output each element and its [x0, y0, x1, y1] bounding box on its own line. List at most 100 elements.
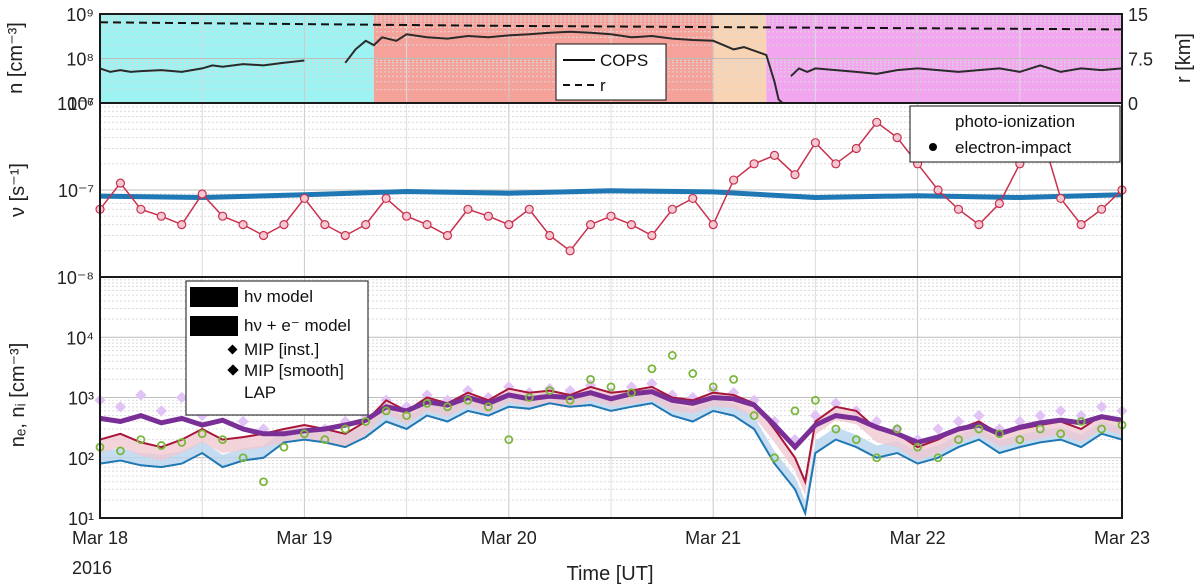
electron-impact-point	[177, 220, 187, 230]
electron-impact-point	[218, 211, 228, 221]
top-ytick-label: 10⁹	[66, 5, 94, 25]
x-tick-label: Mar 18	[72, 528, 128, 548]
top-ylabel-left: n [cm⁻³]	[5, 22, 27, 94]
lap-point	[831, 424, 841, 434]
lap-point	[443, 402, 452, 412]
middle-ytick-label: 10⁻⁸	[57, 268, 94, 288]
lap-point	[994, 429, 1004, 439]
electron-impact-point	[749, 159, 759, 169]
electron-impact-point	[729, 175, 739, 185]
x-tick-label: Mar 22	[890, 528, 946, 548]
mip-inst-point	[237, 415, 249, 428]
middle-ytick-label: 10⁻⁷	[58, 181, 94, 201]
mip-inst-point	[830, 397, 842, 409]
lap-point	[1035, 424, 1045, 434]
lap-point	[1097, 424, 1106, 434]
electron-impact-point	[585, 220, 596, 230]
top-ytick-right-label: 15	[1128, 5, 1148, 25]
x-tick-label: Mar 21	[685, 528, 741, 548]
lap-point	[954, 435, 963, 445]
lap-point	[729, 374, 739, 384]
electron-impact-point	[136, 204, 146, 214]
hv-model-line	[99, 402, 1123, 517]
electron-impact-point	[545, 230, 555, 241]
lap-point	[218, 435, 228, 445]
bottom-ylabel: nₑ, nᵢ [cm⁻³]	[7, 343, 29, 447]
electron-impact-point	[626, 220, 637, 230]
lap-point	[1015, 435, 1025, 445]
bottom-ytick-label: 10³	[68, 389, 94, 409]
lap-point	[872, 453, 882, 463]
lap-point	[504, 435, 514, 445]
top-ylabel-right: r [km]	[1173, 33, 1195, 83]
r-dashed-line	[99, 21, 1123, 31]
electron-impact-point	[442, 230, 453, 241]
lap-point	[524, 393, 534, 402]
bottom-ytick-label: 10¹	[68, 509, 94, 529]
lap-point	[1056, 429, 1066, 439]
middle-ytick-label: 10⁻⁶	[57, 94, 94, 114]
electron-impact-point	[606, 211, 616, 221]
electron-impact-point	[238, 220, 248, 230]
legend-r: r	[600, 76, 606, 95]
lap-point	[851, 435, 861, 445]
lap-point	[361, 417, 371, 426]
lap-point	[688, 369, 698, 378]
electron-impact-point	[156, 211, 166, 221]
tick-labels: 10⁷ 10⁸ 10⁹ 0 7.5 15 10⁻⁸ 10⁻⁷ 10⁻⁶ 10¹ 10² 10³ 10⁴ M…	[57, 5, 1153, 548]
electron-impact-point	[953, 204, 964, 214]
electron-impact-point	[994, 198, 1004, 209]
lap-point	[136, 435, 146, 445]
lap-point	[116, 446, 125, 456]
electron-impact-point	[463, 204, 473, 214]
lap-point	[647, 364, 657, 374]
electron-impact-point	[279, 220, 289, 230]
lap-point	[913, 442, 922, 452]
lap-point	[1076, 417, 1086, 426]
lap-point	[463, 395, 473, 405]
electron-impact-point	[892, 133, 902, 143]
lap-point	[381, 406, 391, 416]
lap-point	[749, 411, 759, 421]
mip-inst-point	[952, 415, 965, 428]
top-ytick-right-label: 7.5	[1128, 50, 1153, 70]
mip-inst-point	[135, 389, 147, 401]
lap-point	[422, 398, 432, 408]
lap-point	[279, 442, 289, 452]
mip-smooth-line	[99, 389, 1123, 451]
top-ytick-label: 10⁸	[66, 50, 94, 70]
legend-mip-smooth: MIP [smooth]	[244, 361, 344, 380]
lap-point	[586, 374, 595, 384]
lap-markers	[95, 350, 1127, 487]
legend-electron-impact: electron-impact	[955, 138, 1071, 157]
x-axis-label: Time [UT]	[566, 563, 653, 585]
lap-point	[790, 406, 800, 416]
electron-impact-point	[402, 211, 412, 221]
lap-point	[402, 411, 412, 421]
electron-impact-point	[197, 189, 207, 199]
lap-point	[177, 437, 187, 447]
lap-point	[238, 453, 248, 463]
x-tick-label: Mar 23	[1094, 528, 1150, 548]
electron-impact-point	[872, 117, 882, 127]
lap-point	[340, 424, 350, 434]
lap-point	[565, 395, 575, 405]
top-legend: COPS r	[555, 43, 667, 101]
electron-impact-point	[1096, 204, 1107, 214]
electron-impact-point	[565, 246, 575, 256]
mip-inst-point	[1034, 409, 1046, 422]
bottom-ytick-label: 10⁴	[66, 328, 94, 348]
electron-impact-point	[1076, 220, 1086, 230]
x-tick-label: Mar 19	[276, 528, 332, 548]
mip-inst-point	[155, 405, 167, 417]
panel-frames	[99, 13, 1123, 519]
top-ytick-right-label: 0	[1128, 94, 1138, 114]
electron-impact-point	[381, 193, 391, 204]
lap-point	[197, 429, 207, 439]
lap-point	[811, 395, 820, 405]
lap-point	[320, 435, 330, 445]
electron-impact-point	[320, 220, 330, 230]
top-ytick-label: 10⁷	[67, 94, 94, 114]
mip-inst-point	[1055, 405, 1067, 417]
electron-impact-point	[504, 220, 514, 230]
